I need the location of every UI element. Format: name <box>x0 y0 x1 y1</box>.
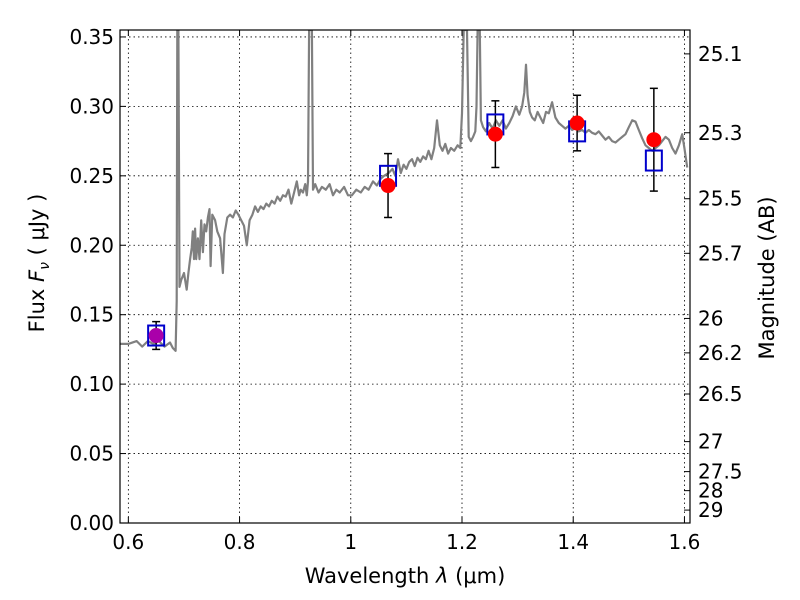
observed-circle-marker <box>148 328 164 344</box>
spectrum-line <box>120 30 689 352</box>
x-axis-label: Wavelength λ (μm) <box>305 564 506 588</box>
x-tick-label: 1.6 <box>669 530 701 554</box>
y-axis-label-symbol: F <box>25 269 49 282</box>
y2-tick-label: 25.5 <box>698 187 743 211</box>
y2-tick-label: 25.1 <box>698 42 743 66</box>
y-tick-label: 0.05 <box>69 442 114 466</box>
x-tick-label: 1.2 <box>446 530 478 554</box>
y2-tick-label: 26.5 <box>698 382 743 406</box>
y-axis-ticks: 0.00 0.05 0.10 0.15 0.20 0.25 0.30 0.35 <box>69 25 126 535</box>
y-tick-label: 0.35 <box>69 25 114 49</box>
y-axis-label-subscript: ν <box>37 262 53 270</box>
x-axis-ticks: 0.6 0.8 1 1.2 1.4 1.6 <box>112 30 700 554</box>
y-tick-label: 0.00 <box>69 511 114 535</box>
y2-tick-label: 26 <box>698 306 723 330</box>
plot-series <box>120 30 689 352</box>
y-axis-label: Flux Fν ( μJy ) <box>25 194 53 333</box>
plot-frame <box>119 29 691 524</box>
observed-circle-marker <box>487 126 503 142</box>
y2-tick-label: 27 <box>698 430 723 454</box>
x-tick-label: 0.8 <box>224 530 256 554</box>
y-tick-label: 0.30 <box>69 94 114 118</box>
observed-circle-marker <box>646 132 662 148</box>
y-axis-label-prefix: Flux <box>25 282 49 332</box>
observed-circle-marker <box>569 115 585 131</box>
y2-tick-label: 27.5 <box>698 460 743 484</box>
y-axis-label-space <box>25 255 49 262</box>
y-tick-label: 0.15 <box>69 303 114 327</box>
y2-axis-label: Magnitude (AB) <box>755 196 779 359</box>
x-axis-label-symbol: λ <box>435 564 448 588</box>
model-square-marker <box>147 324 166 347</box>
x-tick-label: 1 <box>344 530 357 554</box>
observed-circle-series <box>148 115 662 344</box>
x-tick-label: 1.4 <box>557 530 589 554</box>
x-tick-label: 0.6 <box>112 530 144 554</box>
y2-tick-label: 25.7 <box>698 241 743 265</box>
x-axis-label-prefix: Wavelength <box>305 564 436 588</box>
x-axis-label-space <box>448 564 455 588</box>
spectrum-series <box>120 30 689 352</box>
y-tick-label: 0.20 <box>69 233 114 257</box>
y2-tick-label: 28 <box>698 479 723 503</box>
y-tick-label: 0.10 <box>69 372 114 396</box>
observed-circle-marker <box>380 178 396 194</box>
model-square-marker <box>644 149 663 172</box>
y-axis-label-unit: ( μJy ) <box>25 194 49 256</box>
x-axis-label-unit: (μm) <box>455 564 505 588</box>
y2-tick-label: 26.2 <box>698 341 743 365</box>
y2-tick-label: 29 <box>698 498 723 522</box>
y2-tick-label: 25.3 <box>698 121 743 145</box>
y-tick-label: 0.25 <box>69 164 114 188</box>
